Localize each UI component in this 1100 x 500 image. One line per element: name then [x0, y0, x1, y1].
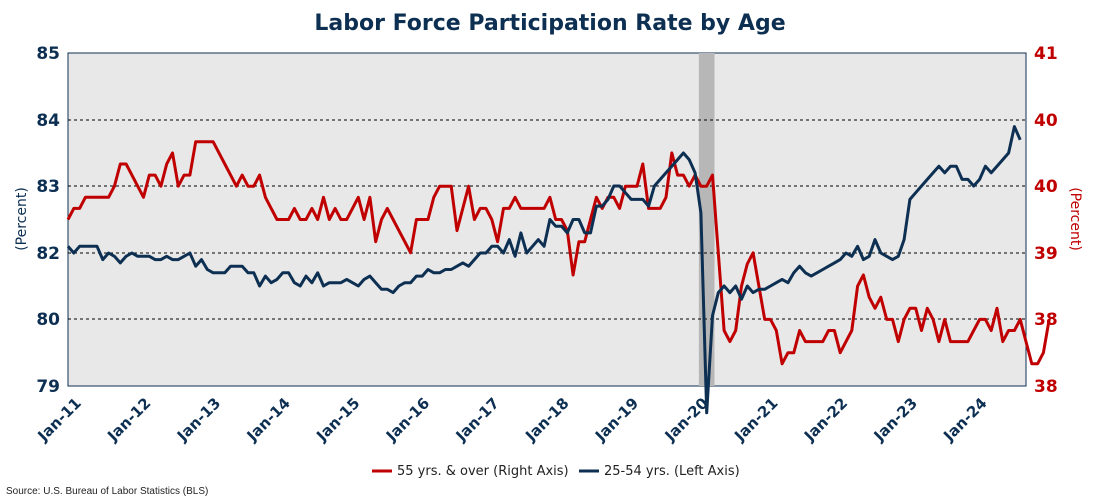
source-note: Source: U.S. Bureau of Labor Statistics …	[6, 486, 208, 497]
legend-label-55-over: 55 yrs. & over (Right Axis)	[397, 464, 569, 479]
legend-label-25-54: 25-54 yrs. (Left Axis)	[604, 464, 740, 479]
x-tick-label: Jan-11	[34, 394, 85, 445]
right-axis-label: (Percent)	[1067, 187, 1083, 251]
right-tick-label: 38	[1034, 310, 1058, 330]
x-tick-label: Jan-16	[382, 394, 433, 445]
series-line-55-over	[66, 140, 1051, 366]
x-tick-label: Jan-19	[591, 394, 642, 445]
right-tick-label: 40	[1034, 177, 1058, 197]
left-axis-ticks: 85 84 83 82 80 79	[36, 44, 60, 397]
left-tick-label: 82	[36, 244, 60, 264]
legend: 55 yrs. & over (Right Axis) 25-54 yrs. (…	[372, 464, 740, 479]
plot-area	[67, 52, 1027, 387]
left-tick-label: 85	[36, 44, 60, 64]
x-tick-label: Jan-12	[103, 394, 154, 445]
left-tick-label: 80	[36, 310, 60, 330]
x-tick-label: Jan-15	[312, 394, 363, 445]
left-tick-label: 83	[36, 177, 60, 197]
x-tick-label: Jan-18	[521, 394, 572, 445]
x-tick-label: Jan-20	[661, 394, 712, 445]
x-tick-label: Jan-17	[452, 394, 503, 445]
right-tick-label: 41	[1034, 44, 1058, 64]
x-tick-label: Jan-21	[730, 394, 781, 445]
right-tick-label: 38	[1034, 377, 1058, 397]
right-axis-ticks: 41 40 40 39 38 38	[1034, 44, 1058, 397]
left-tick-label: 79	[36, 377, 60, 397]
left-tick-label: 84	[36, 111, 60, 131]
left-axis-label: (Percent)	[14, 187, 30, 251]
right-tick-label: 39	[1034, 244, 1058, 264]
gridlines	[68, 119, 1026, 320]
x-tick-label: Jan-13	[173, 394, 224, 445]
x-tick-label: Jan-14	[243, 394, 294, 445]
series-line-25-54	[66, 125, 1022, 415]
x-axis-ticks: Jan-11 Jan-12 Jan-13 Jan-14 Jan-15 Jan-1…	[34, 394, 991, 445]
x-tick-label: Jan-23	[870, 394, 921, 445]
chart-title: Labor Force Participation Rate by Age	[314, 11, 785, 36]
x-tick-label: Jan-22	[800, 394, 851, 445]
x-tick-label: Jan-24	[939, 394, 990, 445]
series-lines	[66, 125, 1051, 415]
right-tick-label: 40	[1034, 111, 1058, 131]
